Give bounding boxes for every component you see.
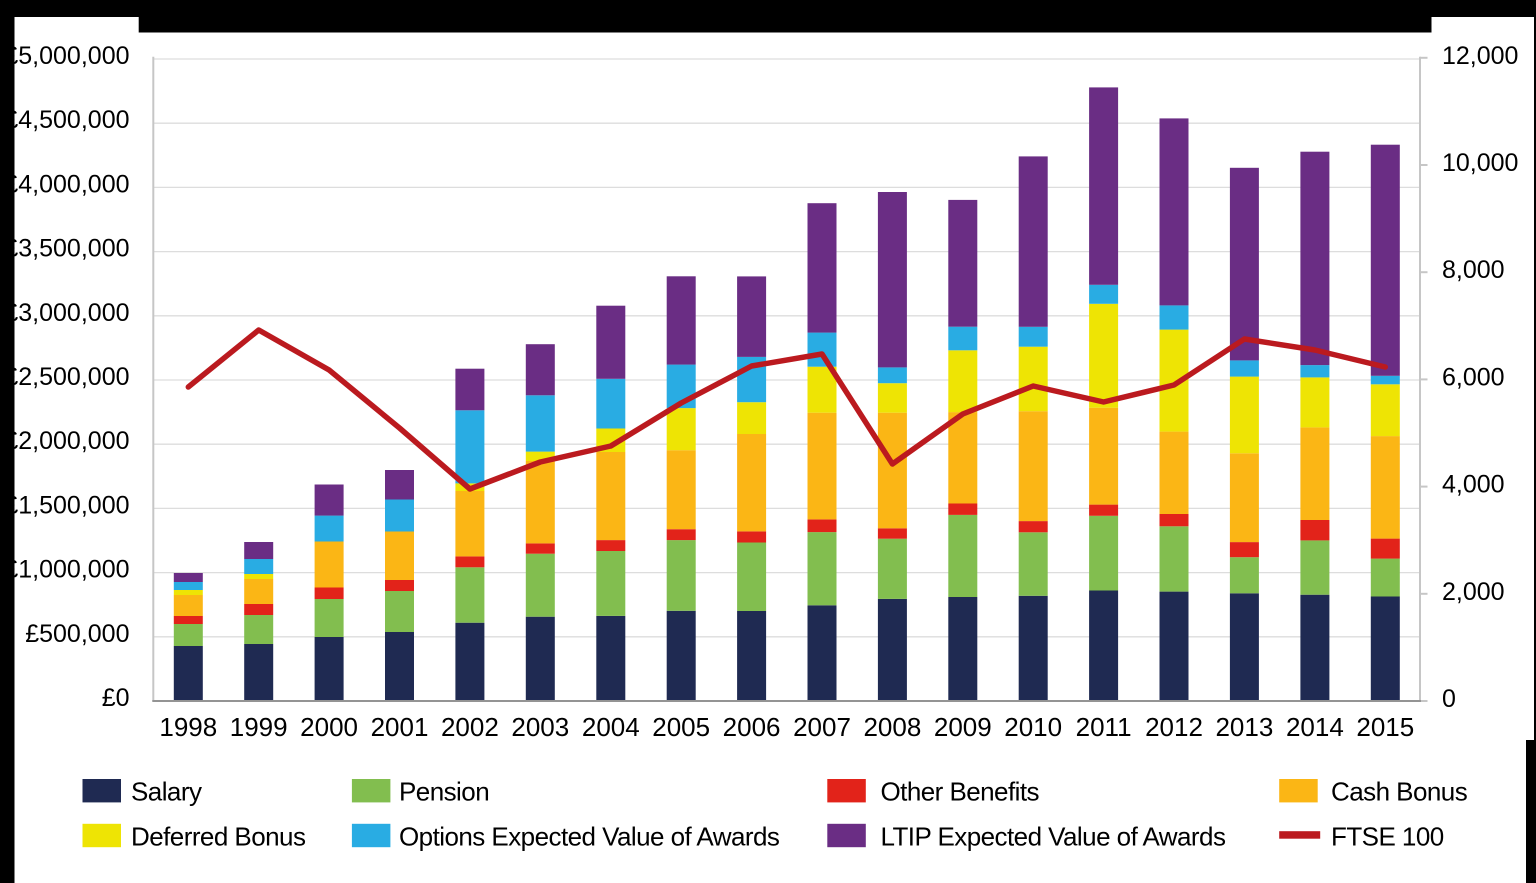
- svg-text:£3,000,000: £3,000,000: [4, 299, 129, 327]
- svg-text:£1,000,000: £1,000,000: [4, 556, 129, 584]
- svg-text:2002: 2002: [441, 712, 499, 742]
- svg-text:2004: 2004: [582, 712, 640, 742]
- svg-text:2001: 2001: [371, 712, 429, 742]
- svg-text:2012: 2012: [1145, 712, 1203, 742]
- svg-text:Salary: Salary: [131, 777, 202, 807]
- svg-text:LTIP Expected Value of Awards: LTIP Expected Value of Awards: [881, 821, 1226, 851]
- svg-text:6,000: 6,000: [1442, 363, 1505, 391]
- svg-text:FTSE 100: FTSE 100: [1331, 821, 1444, 851]
- svg-text:£4,000,000: £4,000,000: [4, 170, 129, 198]
- svg-text:Pension: Pension: [399, 777, 489, 807]
- svg-text:£0: £0: [102, 684, 130, 712]
- svg-text:2008: 2008: [863, 712, 921, 742]
- svg-text:2015: 2015: [1356, 712, 1414, 742]
- svg-text:Other Benefits: Other Benefits: [881, 777, 1040, 807]
- svg-text:£4,500,000: £4,500,000: [4, 106, 129, 134]
- svg-text:2003: 2003: [511, 712, 569, 742]
- svg-text:8,000: 8,000: [1442, 256, 1505, 284]
- svg-text:Deferred Bonus: Deferred Bonus: [131, 821, 306, 851]
- svg-text:2006: 2006: [723, 712, 781, 742]
- svg-text:2005: 2005: [652, 712, 710, 742]
- svg-text:Options Expected Value of Awar: Options Expected Value of Awards: [399, 821, 780, 851]
- svg-text:£5,000,000: £5,000,000: [4, 42, 129, 70]
- svg-text:12,000: 12,000: [1442, 42, 1518, 70]
- svg-text:2014: 2014: [1286, 712, 1344, 742]
- svg-text:0: 0: [1442, 685, 1456, 713]
- svg-text:£2,000,000: £2,000,000: [4, 427, 129, 455]
- svg-text:2007: 2007: [793, 712, 851, 742]
- svg-text:1999: 1999: [230, 712, 288, 742]
- svg-text:2,000: 2,000: [1442, 578, 1505, 606]
- svg-text:10,000: 10,000: [1442, 149, 1518, 177]
- svg-text:2011: 2011: [1076, 712, 1132, 742]
- svg-text:£1,500,000: £1,500,000: [4, 491, 129, 519]
- svg-text:£2,500,000: £2,500,000: [4, 363, 129, 391]
- svg-text:2010: 2010: [1004, 712, 1062, 742]
- svg-text:2009: 2009: [934, 712, 992, 742]
- svg-text:£500,000: £500,000: [25, 620, 129, 648]
- svg-text:1998: 1998: [159, 712, 217, 742]
- svg-text:4,000: 4,000: [1442, 471, 1505, 499]
- svg-text:£3,500,000: £3,500,000: [4, 235, 129, 263]
- svg-text:Cash Bonus: Cash Bonus: [1331, 777, 1468, 807]
- svg-text:2013: 2013: [1215, 712, 1273, 742]
- svg-text:2000: 2000: [300, 712, 358, 742]
